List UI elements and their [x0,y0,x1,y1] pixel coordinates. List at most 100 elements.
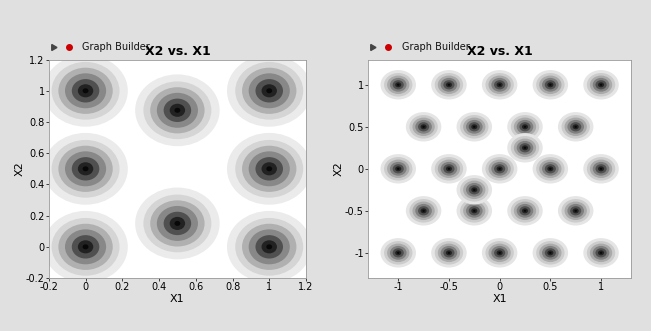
Circle shape [497,82,503,87]
Circle shape [423,126,424,127]
Circle shape [84,246,87,248]
Circle shape [549,168,551,169]
Circle shape [415,204,432,218]
Circle shape [398,84,399,85]
Circle shape [84,167,87,170]
Circle shape [497,166,503,171]
Circle shape [262,240,277,254]
Circle shape [574,126,577,128]
Circle shape [441,78,457,92]
Circle shape [437,160,460,178]
Circle shape [163,99,191,122]
Circle shape [227,133,311,205]
Circle shape [486,157,514,181]
Circle shape [235,218,303,276]
Circle shape [415,120,432,134]
Circle shape [517,120,533,134]
Circle shape [466,120,482,134]
Circle shape [499,168,501,170]
X-axis label: X1: X1 [492,294,507,304]
Circle shape [262,84,277,97]
Circle shape [72,79,100,103]
Circle shape [242,224,296,270]
Circle shape [435,157,463,181]
Circle shape [431,70,467,100]
Circle shape [482,70,518,100]
Circle shape [568,204,584,218]
Circle shape [486,73,514,97]
Circle shape [600,168,602,170]
Circle shape [524,126,526,128]
Circle shape [549,84,551,86]
Circle shape [435,73,463,97]
Circle shape [72,235,100,259]
Circle shape [266,244,272,249]
Circle shape [568,120,584,134]
Circle shape [44,211,128,283]
X-axis label: X1: X1 [170,294,185,304]
Circle shape [474,189,475,190]
Circle shape [522,124,528,129]
Circle shape [473,189,475,191]
Circle shape [448,168,450,170]
Circle shape [558,112,594,142]
Circle shape [488,160,511,178]
Title: X2 vs. X1: X2 vs. X1 [467,45,533,58]
Circle shape [397,84,400,86]
Circle shape [65,73,106,108]
Circle shape [471,124,477,129]
Circle shape [587,157,615,181]
Circle shape [449,252,450,253]
Circle shape [564,202,587,220]
Circle shape [492,246,508,260]
Circle shape [549,84,551,85]
Circle shape [390,162,407,176]
Circle shape [562,115,590,139]
Circle shape [413,118,435,136]
Circle shape [227,55,311,127]
Circle shape [83,166,89,171]
Circle shape [176,222,179,225]
Circle shape [437,75,460,94]
Circle shape [590,160,612,178]
Circle shape [574,210,577,212]
Circle shape [596,164,607,173]
Circle shape [242,68,296,114]
Circle shape [448,84,450,86]
Circle shape [398,252,399,253]
Circle shape [395,82,401,87]
Circle shape [387,75,409,94]
Circle shape [413,202,435,220]
Circle shape [398,168,399,169]
Circle shape [494,80,505,89]
Circle shape [395,166,401,171]
Circle shape [242,146,296,192]
Circle shape [473,210,475,212]
Circle shape [511,199,539,222]
Circle shape [547,250,553,255]
Circle shape [59,146,113,192]
Circle shape [507,196,543,225]
Circle shape [441,246,457,260]
Circle shape [558,196,594,225]
Circle shape [235,140,303,198]
Circle shape [463,181,486,199]
Circle shape [488,244,511,262]
Circle shape [384,73,413,97]
Circle shape [519,206,531,215]
Circle shape [600,252,602,254]
Circle shape [255,79,283,103]
Circle shape [83,244,89,249]
Circle shape [570,122,581,131]
Circle shape [542,246,559,260]
Circle shape [596,248,607,258]
Circle shape [598,82,604,87]
Circle shape [431,238,467,267]
Circle shape [533,70,568,100]
Circle shape [519,143,531,153]
Circle shape [482,154,518,183]
Circle shape [441,162,457,176]
Circle shape [573,124,579,129]
Circle shape [65,229,106,264]
Circle shape [587,241,615,264]
